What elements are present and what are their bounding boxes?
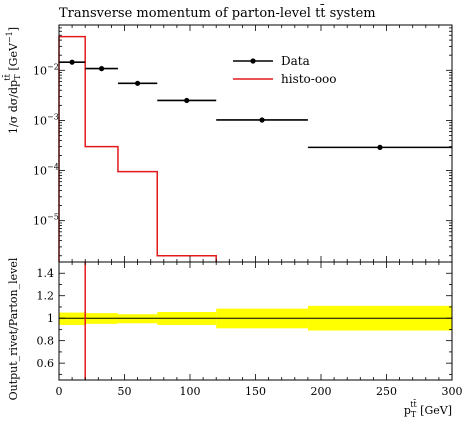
y-tick-label: 10−4 [33,163,59,178]
data-point [135,80,141,86]
data-point [259,117,265,123]
x-tick-label: 50 [118,385,132,398]
x-tick-label: 250 [376,385,397,398]
legend[interactable]: Data histo-ooo [233,54,337,86]
data-point [98,66,105,72]
series-histo-ooo-step [58,35,217,262]
ratio-uncertainty-band [117,314,158,324]
x-tick-label: 200 [311,385,332,398]
ratio-y-tick-label: 1.2 [37,290,55,303]
ratio-y-tick-label: 1 [47,312,54,325]
legend-data-marker [250,58,256,64]
y-tick-label: 10−2 [33,62,59,77]
y-tick-label: 10−3 [33,112,59,127]
x-tick-label: 0 [56,385,63,398]
chart-text: 0 50 100 150 200 250 300 10−2 10−3 10−4 10−5 0.6 0.8… [2,4,462,419]
ratio-uncertainty-band [59,312,86,325]
ratio-y-axis-label: Output_rivet/Parton_level [7,257,20,400]
x-tick-label: 300 [442,385,463,398]
x-axis-label: pTtt̄ [GeV] [404,399,452,419]
ratio-y-tick-label: 1.4 [37,267,55,280]
legend-histo-label: histo-ooo [281,72,337,86]
y-tick-label: 10−5 [33,213,59,228]
chart-title: Transverse momentum of parton-level tt̄ … [59,4,376,21]
y-axis-label: 1/σ dσ/dpTtt̄ [GeV−1] [2,27,22,134]
ratio-y-tick-label: 0.6 [37,357,55,370]
ratio-y-tick-label: 0.8 [37,335,55,348]
data-point [377,144,383,150]
x-tick-label: 150 [245,385,266,398]
legend-data-label: Data [281,54,310,68]
axes [58,24,453,381]
x-tick-label: 100 [180,385,201,398]
chart-marks [58,35,452,380]
data-point [184,97,190,104]
data-point [69,59,75,65]
